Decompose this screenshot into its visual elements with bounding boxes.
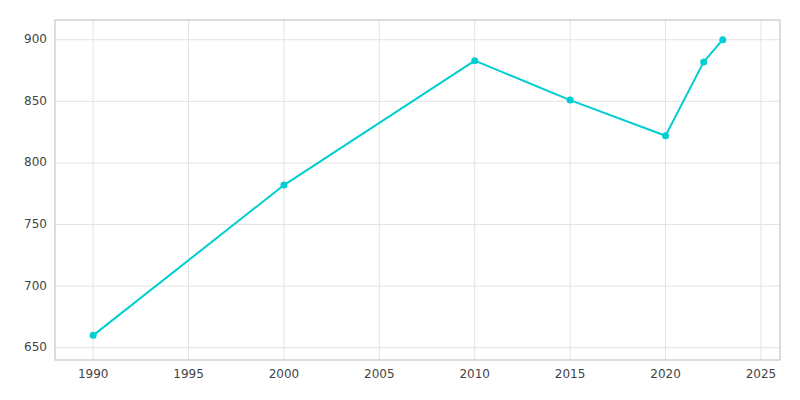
data <box>90 36 727 339</box>
grid-line-x <box>570 20 571 360</box>
point <box>719 36 726 43</box>
grid-line-x <box>379 20 380 360</box>
x-tick-label: 2025 <box>746 367 777 381</box>
grid-line-x <box>665 20 666 360</box>
x-tick-label: 2010 <box>459 367 490 381</box>
y-tick-label: 650 <box>24 340 47 354</box>
point <box>471 57 478 64</box>
grid-line-y <box>55 39 780 40</box>
y-tick-label: 800 <box>24 155 47 169</box>
point <box>567 97 574 104</box>
grid-line-x <box>474 20 475 360</box>
line <box>93 40 723 336</box>
x-tick-label: 2000 <box>269 367 300 381</box>
y-tick-label: 750 <box>24 217 47 231</box>
grid-line-y <box>55 162 780 163</box>
point <box>280 182 287 189</box>
x-tick-label: 1995 <box>173 367 204 381</box>
y-tick-label: 850 <box>24 94 47 108</box>
grid-line-x <box>283 20 284 360</box>
grid-line-x <box>93 20 94 360</box>
point <box>90 332 97 339</box>
x-tick-label: 2015 <box>555 367 586 381</box>
y-tick-label: 700 <box>24 279 47 293</box>
point <box>700 58 707 65</box>
grid-line-y <box>55 347 780 348</box>
chart-container: 650 700 750 800 850 900 1990 1995 2000 2005 2010 20… <box>0 0 800 400</box>
x-tick-label: 2005 <box>364 367 395 381</box>
grid-line-x <box>188 20 189 360</box>
x-tick-label: 1990 <box>78 367 109 381</box>
grid-line-y <box>55 224 780 225</box>
grid-line-y <box>55 101 780 102</box>
axes: 650 700 750 800 850 900 1990 1995 2000 2005 2010 20… <box>24 32 776 381</box>
point <box>662 132 669 139</box>
plot-frame <box>55 20 780 360</box>
grid-line-y <box>55 286 780 287</box>
x-tick-label: 2020 <box>650 367 681 381</box>
chart: 650 700 750 800 850 900 1990 1995 2000 2005 2010 20… <box>0 0 800 400</box>
grid-line-x <box>760 20 761 360</box>
grid <box>55 20 780 360</box>
y-tick-label: 900 <box>24 32 47 46</box>
